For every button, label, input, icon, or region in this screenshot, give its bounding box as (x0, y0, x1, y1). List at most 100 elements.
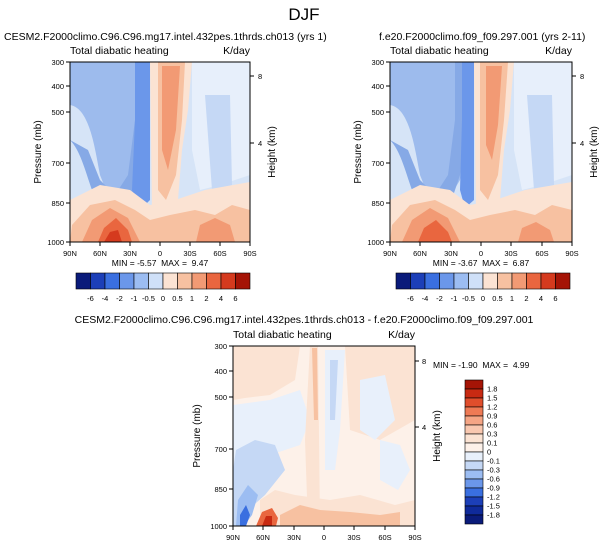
panel-1-colorbar-label: 1 (190, 294, 194, 303)
panel-3-colorbar-label: 0.6 (487, 421, 497, 430)
panel-3-colorbar-swatch (464, 469, 484, 480)
panel-1-colorbar-swatch (75, 272, 91, 290)
panel-2-ytick-label: 1000 (367, 238, 384, 247)
panel-1-colorbar-swatch (104, 272, 120, 290)
panel-3-colorbar-label: 1.2 (487, 403, 497, 412)
panel-3-colorbar-swatch (464, 442, 484, 453)
panel-2-colorbar-swatch (497, 272, 513, 290)
panel-1-xtick-label: 60S (213, 249, 226, 258)
panel-2-colorbar-swatch (468, 272, 484, 290)
panel-2-colorbar-label: 2 (524, 294, 528, 303)
panel-1-colorbar-swatch (191, 272, 207, 290)
panel-1-colorbar-swatch (162, 272, 178, 290)
panel-2-y2tick-label: 4 (580, 139, 584, 148)
panel-3-ytick-label: 400 (214, 367, 227, 376)
panel-3-xtick-label: 90N (226, 533, 240, 542)
panel-2-left-label: Total diabatic heating (390, 45, 489, 57)
panel-1-y2label: Height (km) (267, 126, 278, 178)
panel-3-colorbar-label: -1.8 (487, 511, 500, 520)
panel-1-ytick-label: 1000 (47, 238, 64, 247)
panel-2-ytick-label: 300 (371, 58, 384, 67)
panel-1-colorbar-swatch (148, 272, 164, 290)
panel-3-units: K/day (388, 329, 416, 341)
panel-3-xtick-label: 90S (408, 533, 421, 542)
panel-3-colorbar-label: -0.1 (487, 457, 500, 466)
panel-2-colorbar-swatch (410, 272, 426, 290)
panel-2-ytick-label: 400 (371, 82, 384, 91)
panel-3-colorbar-label: 1.8 (487, 385, 497, 394)
panel-2-colorbar-swatch (439, 272, 455, 290)
panel-3-ticks (229, 345, 419, 530)
panel-2-ticks (386, 61, 576, 246)
panel-1-xtick-label: 90S (243, 249, 256, 258)
panel-2-ytick-label: 700 (371, 159, 384, 168)
panel-2-colorbar-label: 1 (510, 294, 514, 303)
panel-1-y2tick-label: 8 (258, 72, 262, 81)
panel-2-ytick-label: 850 (371, 199, 384, 208)
panel-1-colorbar-label: 0 (161, 294, 165, 303)
panel-3-colorbar-swatch (464, 424, 484, 435)
panel-2-title: f.e20.F2000climo.f09_f09.297.001 (yrs 2-… (379, 31, 585, 43)
panel-1-xtick-label: 30S (183, 249, 196, 258)
panel-3-colorbar-swatch (464, 496, 484, 507)
panel-3-colorbar-label: 0.9 (487, 412, 497, 421)
panel-2-colorbar-label: 0 (481, 294, 485, 303)
panel-2-xtick-label: 90N (383, 249, 397, 258)
panel-1-left-label: Total diabatic heating (70, 45, 169, 57)
panel-3-colorbar: 1.81.51.20.90.60.30.10-0.1-0.3-0.6-0.9-1… (464, 379, 500, 525)
panel-3-ytick-label: 1000 (210, 522, 227, 531)
panel-3-colorbar-label: -1.2 (487, 493, 500, 502)
panel-3-colorbar-label: 0.3 (487, 430, 497, 439)
panel-2-colorbar-label: 0.5 (492, 294, 502, 303)
panel-3-ytick-label: 700 (214, 445, 227, 454)
panel-3-colorbar-swatch (464, 415, 484, 426)
panel-2-xtick-label: 30N (444, 249, 458, 258)
panel-3-colorbar-swatch (464, 505, 484, 516)
panel-2-colorbar-swatch (526, 272, 542, 290)
panel-3-colorbar-swatch (464, 487, 484, 498)
panel-1-colorbar-label: 6 (233, 294, 237, 303)
panel-1-colorbar-swatch (220, 272, 236, 290)
panel-1-ytick-label: 700 (51, 159, 64, 168)
panel-1-ytick-label: 300 (51, 58, 64, 67)
panel-1-colorbar-label: -6 (87, 294, 94, 303)
panel-2-colorbar-swatch (555, 272, 571, 290)
panel-3-y2tick-label: 4 (422, 423, 426, 432)
panel-3-colorbar-swatch (464, 460, 484, 471)
panel-2-xtick-label: 60S (535, 249, 548, 258)
panel-1-ytick-label: 400 (51, 82, 64, 91)
panel-3-colorbar-swatch (464, 397, 484, 408)
panel-1-colorbar-swatch (235, 272, 251, 290)
panel-1-xtick-label: 90N (63, 249, 77, 258)
panel-3-ylabel: Pressure (mb) (192, 404, 203, 467)
panel-2-y2label: Height (km) (589, 126, 600, 178)
panel-1-colorbar-label: 4 (219, 294, 223, 303)
panel-2-heatmap (390, 62, 572, 242)
panel-2-colorbar-swatch (540, 272, 556, 290)
panel-3-colorbar-swatch (464, 433, 484, 444)
panel-2-xtick-label: 0 (479, 249, 483, 258)
panel-3-ytick-label: 300 (214, 342, 227, 351)
panel-3-colorbar-swatch (464, 379, 484, 390)
panel-1-colorbar-swatch (177, 272, 193, 290)
panel-2-stats: MIN = -3.67 MAX = 6.87 (433, 258, 530, 268)
panel-1-colorbar-label: -0.5 (142, 294, 155, 303)
panel-3: CESM2.F2000climo.C96.C96.mg17.intel.432p… (75, 314, 534, 542)
panel-1-colorbar-swatch (119, 272, 135, 290)
panel-1-colorbar-label: -2 (116, 294, 123, 303)
panel-3-xtick-label: 30S (347, 533, 360, 542)
panel-2-ytick-label: 500 (371, 108, 384, 117)
panel-1-colorbar-label: 0.5 (172, 294, 182, 303)
panel-2-colorbar-label: -1 (451, 294, 458, 303)
panel-3-colorbar-label: -0.9 (487, 484, 500, 493)
panel-1-colorbar: -6 -4 -2 -1 -0.5 0 0.5 1 2 4 6 (75, 272, 251, 303)
panel-2-colorbar-label: -4 (422, 294, 429, 303)
panel-3-colorbar-swatch (464, 388, 484, 399)
panel-3-y2tick-label: 8 (422, 357, 426, 366)
panel-1-colorbar-label: -4 (102, 294, 109, 303)
panel-3-ytick-label: 500 (214, 393, 227, 402)
panel-1-title: CESM2.F2000climo.C96.C96.mg17.intel.432p… (4, 31, 327, 43)
panel-2-colorbar-label: -6 (407, 294, 414, 303)
panel-1: CESM2.F2000climo.C96.C96.mg17.intel.432p… (4, 31, 327, 303)
